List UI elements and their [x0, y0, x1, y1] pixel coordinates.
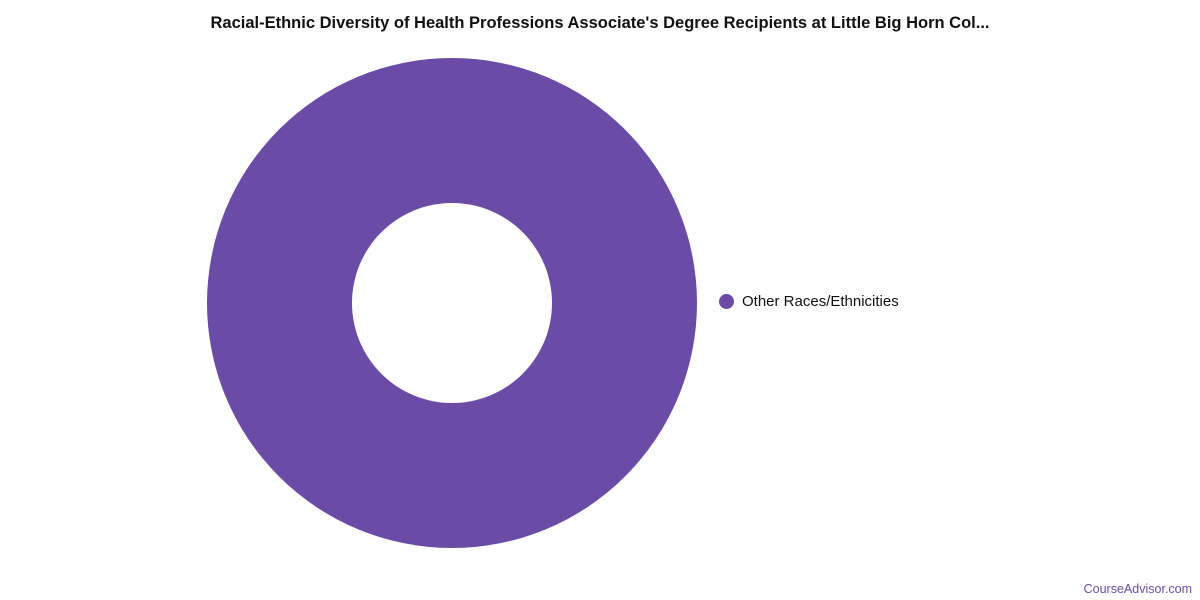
- legend-item[interactable]: Other Races/Ethnicities: [719, 293, 899, 310]
- legend: Other Races/Ethnicities: [719, 293, 899, 310]
- legend-label: Other Races/Ethnicities: [742, 293, 899, 310]
- donut-segment[interactable]: [207, 58, 697, 548]
- courseadvisor-link[interactable]: CourseAdvisor.com: [1083, 582, 1192, 596]
- chart-title: Racial-Ethnic Diversity of Health Profes…: [210, 14, 990, 32]
- legend-marker-icon: [719, 294, 734, 309]
- donut-hole: [352, 203, 552, 403]
